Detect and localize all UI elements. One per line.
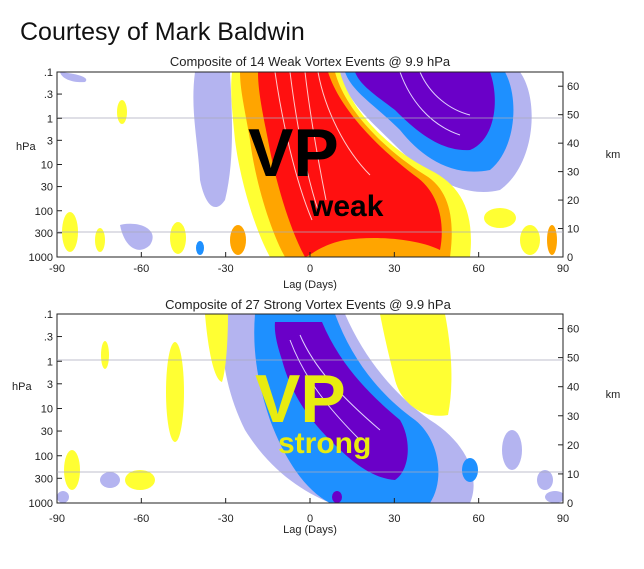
y-right-ticks-strong: 60 50 40 30 20 10 0	[558, 324, 579, 510]
purple-region	[274, 322, 408, 480]
y-axis-label-right: km	[606, 389, 621, 401]
y-right-tick-label: 10	[567, 469, 579, 481]
x-tick-label: 90	[557, 513, 569, 525]
y-right-tick-label: 10	[567, 224, 579, 236]
x-tick-label: -30	[218, 513, 234, 525]
lavender-region-small	[60, 72, 87, 83]
x-axis-label: Lag (Days)	[283, 524, 337, 536]
y-axis-label-left: hPa	[12, 381, 32, 393]
x-tick-label: -90	[49, 513, 65, 525]
y-right-ticks-weak: 60 50 40 30 20 10 0	[558, 81, 579, 264]
overlay-label-weak: weak	[309, 190, 384, 223]
x-tick-label: 60	[473, 513, 485, 525]
y-left-tick-label: 100	[35, 451, 53, 463]
lavender-region-left	[193, 72, 233, 208]
y-left-ticks-strong: .1 .3 1 3 10 30 100 300 1000	[29, 309, 62, 510]
x-tick-label: 30	[388, 513, 400, 525]
x-tick-label: -60	[133, 513, 149, 525]
panel-title: Composite of 27 Strong Vortex Events @ 9…	[165, 297, 451, 312]
contour-lines-weak-neg	[399, 72, 471, 136]
y-left-tick-label: 1	[47, 113, 53, 125]
y-left-tick-label: 3	[47, 135, 53, 147]
overlay-vp-weak: VP	[248, 115, 339, 191]
x-tick-label: -30	[218, 263, 234, 275]
y-left-tick-label: 3	[47, 379, 53, 391]
panel-weak: Composite of 14 Weak Vortex Events @ 9.9…	[16, 54, 620, 291]
y-right-tick-label: 20	[567, 195, 579, 207]
y-left-tick-label: 10	[41, 404, 53, 416]
x-ticks-strong: -90 -60 -30 0 30 60 90	[49, 498, 569, 525]
y-left-tick-label: .3	[44, 332, 53, 344]
y-right-tick-label: 50	[567, 110, 579, 122]
y-left-tick-label: .1	[44, 67, 53, 79]
blobs-strong	[57, 341, 563, 503]
y-right-tick-label: 0	[567, 498, 573, 510]
y-axis-label-right: km	[606, 149, 621, 161]
y-right-tick-label: 30	[567, 411, 579, 423]
y-left-tick-label: 300	[35, 228, 53, 240]
contour-lines-strong	[289, 334, 381, 441]
y-right-tick-label: 40	[567, 382, 579, 394]
y-left-tick-label: .3	[44, 89, 53, 101]
y-left-tick-label: 300	[35, 473, 53, 485]
x-tick-label: 90	[557, 263, 569, 275]
y-right-tick-label: 40	[567, 138, 579, 150]
x-tick-label: -60	[133, 263, 149, 275]
overlay-vp-strong: VP	[255, 361, 346, 437]
purple-region	[355, 72, 495, 151]
y-right-tick-label: 20	[567, 440, 579, 452]
overlay-label-strong: strong	[278, 427, 371, 460]
x-tick-label: 60	[473, 263, 485, 275]
yellow-region-a	[205, 314, 228, 382]
y-left-tick-label: 30	[41, 182, 53, 194]
y-right-tick-label: 60	[567, 81, 579, 93]
lavender-region-bottom	[120, 223, 153, 250]
x-tick-label: 0	[307, 263, 313, 275]
y-axis-label-left: hPa	[16, 141, 36, 153]
y-right-tick-label: 60	[567, 324, 579, 336]
y-left-tick-label: 30	[41, 426, 53, 438]
panel-strong: Composite of 27 Strong Vortex Events @ 9…	[12, 297, 620, 536]
panel-title: Composite of 14 Weak Vortex Events @ 9.9…	[170, 54, 451, 69]
y-left-ticks-weak: .1 .3 1 3 10 30 100 300 1000	[29, 67, 62, 264]
yellow-region-b	[380, 314, 452, 416]
x-axis-label: Lag (Days)	[283, 279, 337, 291]
y-left-tick-label: 1	[47, 356, 53, 368]
x-tick-label: 0	[307, 513, 313, 525]
y-right-tick-label: 30	[567, 167, 579, 179]
x-ticks-weak: -90 -60 -30 0 30 60 90	[49, 252, 569, 275]
x-tick-label: 30	[388, 263, 400, 275]
x-tick-label: -90	[49, 263, 65, 275]
y-left-tick-label: .1	[44, 309, 53, 321]
credit-caption: Courtesy of Mark Baldwin	[20, 18, 305, 46]
contour-fill-strong	[57, 314, 563, 503]
y-left-tick-label: 10	[41, 160, 53, 172]
y-right-tick-label: 50	[567, 353, 579, 365]
contour-lines-weak	[274, 72, 371, 221]
y-left-tick-label: 1000	[29, 252, 53, 264]
y-right-tick-label: 0	[567, 252, 573, 264]
y-left-tick-label: 1000	[29, 498, 53, 510]
y-left-tick-label: 100	[35, 206, 53, 218]
